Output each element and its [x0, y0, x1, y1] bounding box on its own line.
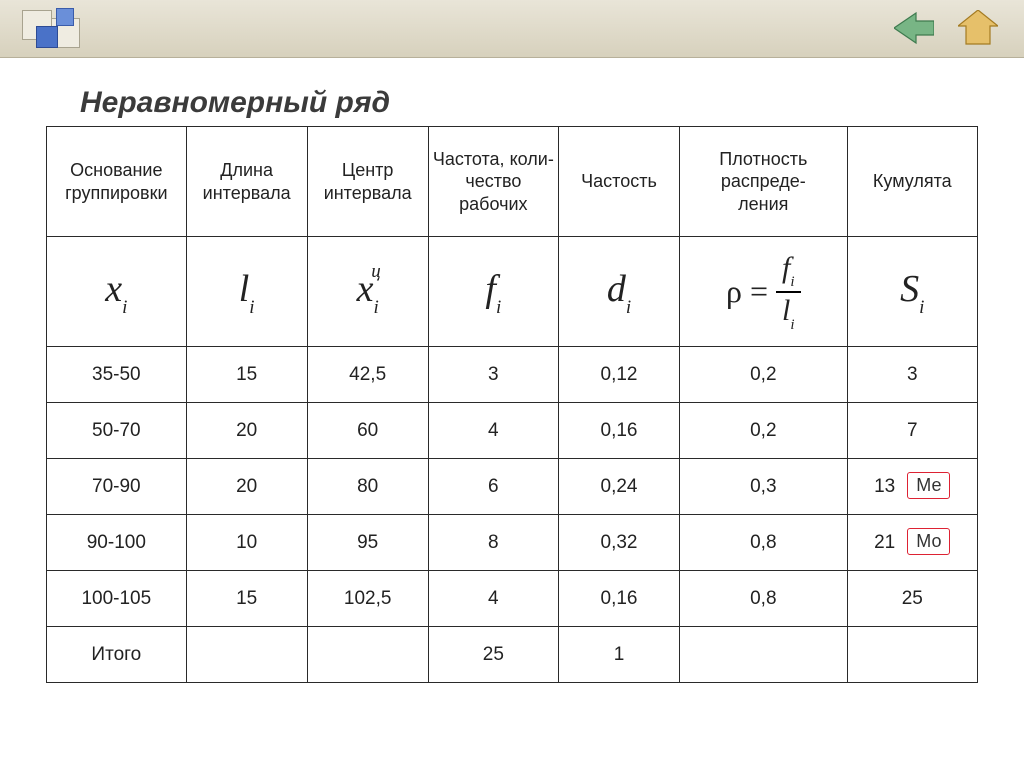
prev-arrow-icon[interactable] — [894, 11, 934, 45]
table-cell: 15 — [186, 571, 307, 627]
sym-base: x — [105, 268, 122, 310]
table-cell — [680, 627, 848, 683]
home-icon[interactable] — [958, 10, 998, 46]
table-cell: 8 — [428, 515, 558, 571]
fraction-bar — [776, 291, 801, 293]
nav-icons — [894, 10, 998, 46]
col-header: Плотность распреде- ления — [680, 127, 848, 237]
table-cell: 0,2 — [680, 347, 848, 403]
table-cell: 100-105 — [47, 571, 187, 627]
deco-square-blue — [56, 8, 74, 26]
stat-badge: Ме — [907, 472, 950, 499]
table-cell: 80 — [307, 459, 428, 515]
table-cell: 50-70 — [47, 403, 187, 459]
formula-cell: fi — [428, 237, 558, 347]
table-total-row: Итого 251 — [47, 627, 978, 683]
table-cell: 42,5 — [307, 347, 428, 403]
sym-sup: ц — [371, 261, 381, 283]
sym-sub: i — [122, 297, 127, 318]
table-cell: 25 — [428, 627, 558, 683]
table-cell: 10 — [186, 515, 307, 571]
cumulative-value: 13 — [874, 476, 895, 498]
sym-sub: i — [919, 297, 924, 318]
col-header: Центр интервала — [307, 127, 428, 237]
formula-cell: di — [559, 237, 680, 347]
col-header: Частота, коли- чество рабочих — [428, 127, 558, 237]
stat-badge: Мо — [907, 528, 950, 555]
formula-cell: xi — [47, 237, 187, 347]
table-cell: 20 — [186, 459, 307, 515]
formula-cell: xiц — [307, 237, 428, 347]
table-cell — [307, 627, 428, 683]
table-cell: 7 — [847, 403, 977, 459]
table-cell: 70-90 — [47, 459, 187, 515]
table-cell: 25 — [847, 571, 977, 627]
top-bar — [0, 0, 1024, 58]
sym-sub: i — [790, 317, 794, 333]
col-header: Кумулята — [847, 127, 977, 237]
table-cell: 13 Ме — [847, 459, 977, 515]
cumulative-value: 21 — [874, 532, 895, 554]
deco-square-blue — [36, 26, 58, 48]
table-row: 90-100109580,320,8 21 Мо — [47, 515, 978, 571]
sym-base: l — [239, 268, 250, 310]
table-cell: 20 — [186, 403, 307, 459]
table-cell: Итого — [47, 627, 187, 683]
table-cell: 3 — [847, 347, 977, 403]
table-cell: 15 — [186, 347, 307, 403]
table-cell: 21 Мо — [847, 515, 977, 571]
table-cell: 0,32 — [559, 515, 680, 571]
table-cell: 35-50 — [47, 347, 187, 403]
sym-sub: i — [626, 297, 631, 318]
sym-sub: i — [496, 297, 501, 318]
table-cell: 3 — [428, 347, 558, 403]
table-cell: 0,8 — [680, 515, 848, 571]
sym-base: d — [607, 268, 626, 310]
table-cell: 0,16 — [559, 571, 680, 627]
sym-rho: ρ — [726, 273, 742, 310]
distribution-table: Основание группировки Длина интервала Це… — [46, 126, 978, 683]
col-header: Частость — [559, 127, 680, 237]
table-cell: 0,2 — [680, 403, 848, 459]
slide-root: Неравномерный ряд Основание группировки … — [0, 0, 1024, 767]
sym-base: f — [485, 268, 496, 310]
table-cell — [847, 627, 977, 683]
fraction: fi li — [776, 252, 801, 332]
table-cell: 6 — [428, 459, 558, 515]
formula-cell: Si — [847, 237, 977, 347]
sym-sub: i — [373, 297, 378, 318]
sym-sub: i — [249, 297, 254, 318]
formula-cell: ρ = fi li — [680, 237, 848, 347]
formula-row: xi li xiц fi di — [47, 237, 978, 347]
table-cell: 60 — [307, 403, 428, 459]
sym-base: S — [900, 268, 919, 310]
sym-sub: i — [790, 274, 794, 290]
table-cell: 102,5 — [307, 571, 428, 627]
table-cell: 4 — [428, 403, 558, 459]
table-row: 50-70206040,160,27 — [47, 403, 978, 459]
table-cell: 0,8 — [680, 571, 848, 627]
table-cell: 0,3 — [680, 459, 848, 515]
table-cell: 0,12 — [559, 347, 680, 403]
table-header-row: Основание группировки Длина интервала Це… — [47, 127, 978, 237]
table-cell: 4 — [428, 571, 558, 627]
table-cell: 1 — [559, 627, 680, 683]
col-header: Длина интервала — [186, 127, 307, 237]
table-container: Основание группировки Длина интервала Це… — [46, 126, 978, 683]
table-cell: 90-100 — [47, 515, 187, 571]
table-cell — [186, 627, 307, 683]
table-row: 100-10515102,540,160,825 — [47, 571, 978, 627]
formula-cell: li — [186, 237, 307, 347]
col-header: Основание группировки — [47, 127, 187, 237]
table-cell: 95 — [307, 515, 428, 571]
table-cell: 0,24 — [559, 459, 680, 515]
table-row: 35-501542,530,120,23 — [47, 347, 978, 403]
table-cell: 0,16 — [559, 403, 680, 459]
slide-title: Неравномерный ряд — [80, 86, 390, 120]
table-row: 70-90208060,240,3 13 Ме — [47, 459, 978, 515]
